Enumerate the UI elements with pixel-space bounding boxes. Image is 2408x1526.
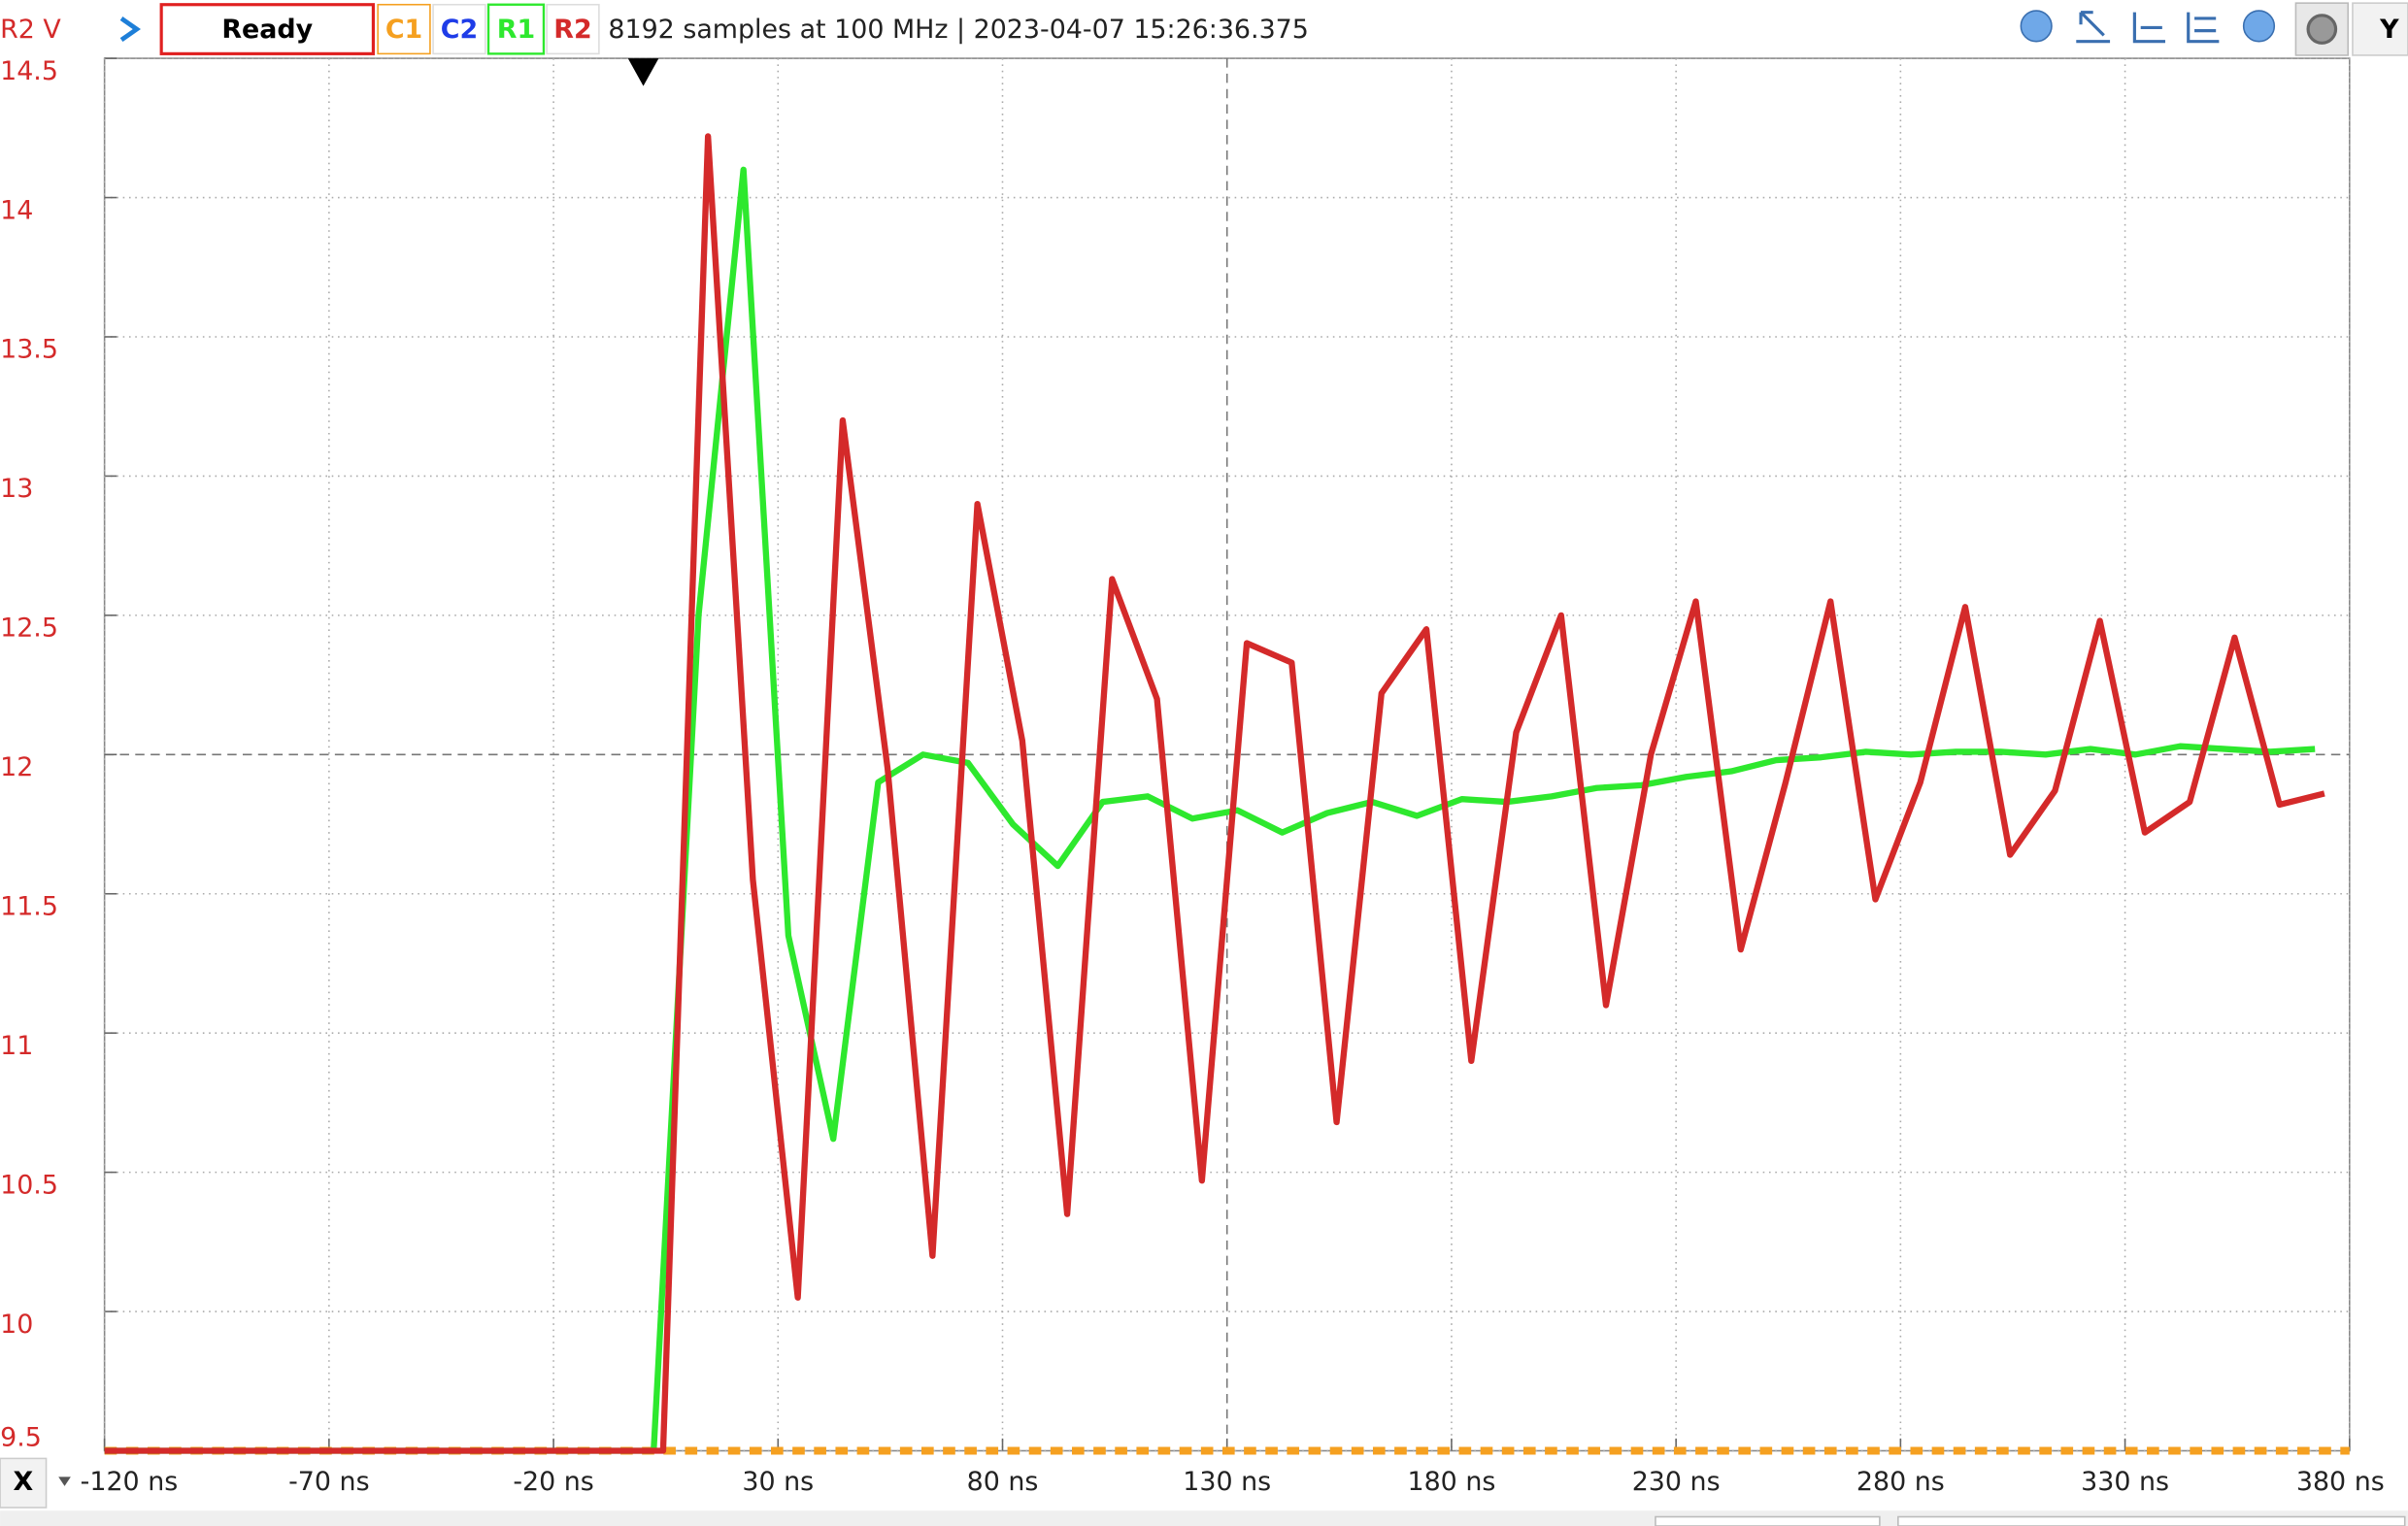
y-axis-label: R2 V <box>0 15 61 45</box>
channel-button[interactable] <box>377 3 431 55</box>
y-tick-label: 11.5 <box>0 891 58 921</box>
x-tick-label: 330 ns <box>2081 1467 2169 1497</box>
status-text: Ready <box>221 15 313 45</box>
status-box[interactable] <box>159 3 375 55</box>
tool-icons <box>2020 2 2349 56</box>
x-tick-label: 180 ns <box>1407 1467 1495 1497</box>
channel-label: R1 <box>497 15 535 45</box>
x-tick-label: -70 ns <box>288 1467 369 1497</box>
x-tick-label: -120 ns <box>81 1467 179 1497</box>
y-button-label: Y <box>2379 15 2399 45</box>
measure-icon[interactable] <box>2187 12 2220 44</box>
y-tick-label: 9.5 <box>0 1422 42 1452</box>
cursor-icon[interactable] <box>2076 11 2111 44</box>
acquisition-info: 8192 samples at 100 MHz | 2023-04-07 15:… <box>608 15 1309 45</box>
x-button[interactable] <box>0 1457 48 1509</box>
zoom-out-icon[interactable] <box>2242 10 2276 43</box>
trace <box>104 166 2316 1454</box>
channel-label: C1 <box>385 15 422 45</box>
y-tick-label: 14 <box>0 195 33 225</box>
scrollbar[interactable] <box>1655 1515 1881 1526</box>
y-tick-label: 13 <box>0 474 33 504</box>
run-arrow[interactable] <box>119 17 142 43</box>
y-tick-label: 12.5 <box>0 614 58 644</box>
x-tick-label: 380 ns <box>2296 1467 2385 1497</box>
x-tick-label: 130 ns <box>1183 1467 1271 1497</box>
y-button[interactable] <box>2352 2 2408 56</box>
y-tick-label: 12 <box>0 752 33 782</box>
x-tick-label: 30 ns <box>742 1467 814 1497</box>
x-tick-label: 80 ns <box>967 1467 1039 1497</box>
channel-label: C2 <box>441 15 478 45</box>
zoom-icon[interactable] <box>2020 10 2053 43</box>
y-tick-label: 14.5 <box>0 56 58 86</box>
y-tick-label: 10.5 <box>0 1170 58 1200</box>
channel-button[interactable] <box>432 3 486 55</box>
channel-button[interactable] <box>486 3 546 55</box>
trigger-marker <box>627 58 659 86</box>
trace <box>104 133 2325 1454</box>
x-tick-label: 230 ns <box>1632 1467 1721 1497</box>
y-tick-label: 10 <box>0 1310 33 1340</box>
y-tick-label: 13.5 <box>0 335 58 365</box>
x-tick-label: 280 ns <box>1856 1467 1945 1497</box>
scrollbar[interactable] <box>1897 1515 2406 1526</box>
plot-area: 14.5 14 13.5 13 12.5 12 11.5 11 10.5 10 9.5 -120 ns… <box>0 56 2385 1497</box>
x-tick-label: -20 ns <box>513 1467 593 1497</box>
settings-icon <box>2306 14 2338 45</box>
y-tick-label: 11 <box>0 1031 33 1061</box>
x-button-label: X <box>13 1467 33 1497</box>
hcursor-icon[interactable] <box>2132 12 2166 44</box>
channel-button[interactable] <box>546 3 600 55</box>
x-dropdown[interactable] <box>58 1476 71 1486</box>
channel-label: R2 <box>553 15 591 45</box>
